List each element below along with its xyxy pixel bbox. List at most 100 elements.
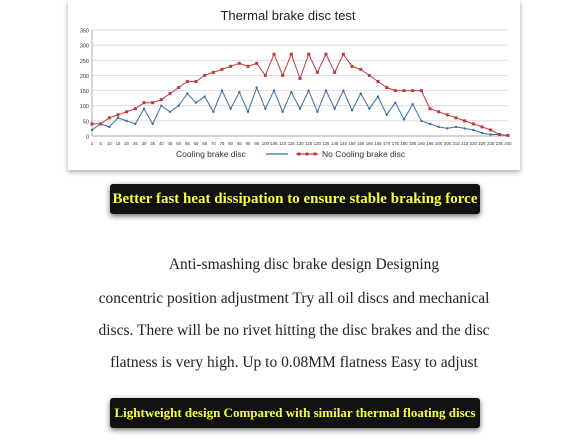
- series-point: [463, 119, 467, 123]
- x-tick-label: 1: [91, 141, 94, 146]
- description-line-3: discs. There will be no rivet hitting th…: [98, 322, 490, 339]
- series-point: [420, 119, 423, 123]
- x-tick-label: 160: [366, 141, 374, 146]
- series-point: [454, 125, 458, 129]
- series-point: [394, 101, 397, 104]
- y-tick-label: 250: [80, 59, 89, 65]
- series-point: [437, 110, 441, 114]
- series-point: [159, 98, 163, 102]
- x-tick-label: 230: [487, 141, 495, 146]
- series-point: [402, 89, 406, 93]
- y-tick-label: 0: [86, 135, 89, 141]
- series-point: [272, 89, 276, 92]
- heat-dissipation-banner: Better fast heat dissipation to ensure s…: [110, 184, 480, 214]
- series-point: [125, 110, 129, 114]
- series-point: [411, 89, 415, 93]
- x-tick-label: 35: [150, 141, 155, 146]
- x-tick-label: 20: [124, 141, 129, 146]
- series-point: [298, 76, 302, 80]
- series-point: [480, 131, 484, 135]
- series-point: [341, 52, 345, 56]
- y-tick-label: 200: [80, 74, 89, 80]
- x-tick-label: 60: [194, 141, 199, 146]
- x-tick-label: 75: [220, 141, 225, 146]
- y-tick-label: 300: [80, 44, 89, 50]
- legend-marker: [305, 152, 309, 156]
- series-point: [168, 92, 172, 96]
- series-point: [385, 86, 389, 90]
- chart-panel: Thermal brake disc test 0 50 100 150 200 250 3…: [68, 0, 520, 170]
- series-point: [411, 103, 414, 106]
- series-point: [454, 116, 458, 120]
- x-tick-label: 130: [314, 141, 322, 146]
- x-tick-label: 185: [409, 141, 417, 146]
- series-point: [142, 107, 146, 110]
- series-point: [281, 73, 285, 77]
- x-tick-label: 15: [116, 141, 121, 146]
- y-tick-label: 50: [83, 119, 89, 125]
- series-point: [290, 90, 293, 94]
- series-point: [342, 89, 345, 92]
- series-point: [428, 122, 432, 126]
- series-point: [125, 119, 128, 123]
- series-point: [359, 67, 363, 71]
- series-point: [116, 116, 120, 120]
- x-tick-label: 5: [99, 141, 102, 146]
- series-point: [350, 64, 354, 68]
- series-point: [108, 125, 111, 129]
- series-point: [333, 70, 337, 74]
- series-point: [116, 113, 120, 117]
- series-point: [368, 107, 371, 110]
- description-line-1: Anti-smashing disc brake design Designin…: [168, 256, 440, 273]
- x-tick-label: 165: [374, 141, 382, 146]
- legend-marker: [297, 152, 301, 156]
- x-tick-label: 215: [461, 141, 469, 146]
- legend-label-0: Cooling brake disc: [176, 149, 247, 159]
- series-point: [220, 67, 224, 71]
- x-tick-label: 235: [496, 141, 504, 146]
- series-point: [376, 79, 380, 83]
- series-point: [203, 95, 206, 98]
- x-tick-label: 225: [478, 141, 486, 146]
- series-point: [307, 52, 311, 56]
- series-point: [480, 125, 484, 129]
- series-point: [445, 113, 449, 117]
- series-point: [151, 101, 155, 105]
- series-point: [324, 89, 328, 92]
- series-point: [107, 116, 111, 120]
- x-tick-label: 25: [133, 141, 138, 146]
- x-tick-label: 50: [176, 141, 181, 146]
- series-point: [211, 70, 215, 74]
- x-tick-label: 115: [288, 141, 295, 146]
- series-point: [255, 86, 258, 89]
- x-tick-label: 135: [322, 141, 330, 146]
- series-point: [263, 73, 267, 77]
- legend-label-1: No Cooling brake disc: [322, 149, 406, 159]
- series-point: [289, 52, 293, 56]
- y-tick-label: 100: [80, 104, 89, 110]
- chart-title: Thermal brake disc test: [220, 8, 355, 23]
- x-tick-label: 200: [435, 141, 443, 146]
- x-tick-label: 55: [185, 141, 190, 146]
- series-point: [264, 107, 267, 110]
- x-tick-label: 190: [418, 141, 426, 146]
- series-point: [194, 101, 198, 104]
- series-point: [316, 110, 319, 113]
- series-point: [489, 128, 493, 132]
- series-point: [168, 110, 172, 113]
- series-point: [376, 95, 380, 98]
- series-point: [472, 128, 475, 132]
- series-point: [99, 122, 103, 126]
- x-tick-label: 85: [237, 141, 242, 146]
- x-tick-label: 155: [357, 141, 365, 146]
- series-point: [463, 127, 466, 130]
- series-point: [229, 107, 232, 110]
- x-tick-label: 180: [400, 141, 408, 146]
- x-tick-label: 105: [270, 141, 278, 146]
- series-point: [428, 107, 432, 111]
- series-point: [446, 127, 449, 130]
- legend-marker: [313, 152, 317, 156]
- x-tick-label: 170: [383, 141, 391, 146]
- series-point: [229, 64, 233, 68]
- series-point: [177, 86, 181, 90]
